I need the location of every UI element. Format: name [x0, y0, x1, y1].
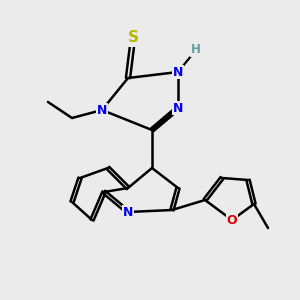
- Text: O: O: [227, 214, 237, 226]
- Text: N: N: [123, 206, 133, 218]
- Text: S: S: [128, 31, 139, 46]
- Text: N: N: [97, 103, 107, 116]
- Text: H: H: [191, 44, 201, 56]
- Text: N: N: [173, 65, 183, 79]
- Text: N: N: [173, 101, 183, 115]
